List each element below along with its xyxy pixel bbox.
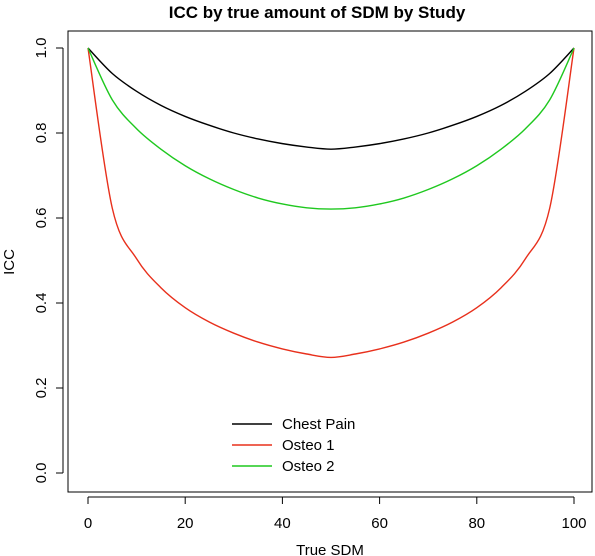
series-layer — [87, 47, 575, 359]
x-tick-label: 80 — [468, 515, 485, 532]
x-axis: 0 20 40 60 80 100 — [84, 496, 587, 532]
x-tick-label: 0 — [84, 515, 92, 532]
series-line-1 — [87, 47, 575, 359]
series-line-2 — [87, 47, 575, 210]
y-tick-label: 0.6 — [33, 208, 50, 229]
legend: Chest Pain Osteo 1 Osteo 2 — [232, 416, 355, 475]
y-tick-label: 0.0 — [33, 463, 50, 484]
x-axis-label: True SDM — [296, 542, 364, 556]
y-tick-label: 0.2 — [33, 378, 50, 399]
chart-title: ICC by true amount of SDM by Study — [169, 3, 466, 22]
legend-label: Osteo 2 — [282, 458, 335, 475]
legend-label: Chest Pain — [282, 416, 355, 433]
y-tick-label: 0.4 — [33, 293, 50, 314]
y-tick-label: 1.0 — [33, 38, 50, 59]
legend-label: Osteo 1 — [282, 437, 335, 454]
y-tick-label: 0.8 — [33, 123, 50, 144]
plot-frame — [67, 30, 593, 493]
x-tick-label: 60 — [371, 515, 388, 532]
series-line-0 — [87, 47, 575, 150]
x-tick-label: 40 — [274, 515, 291, 532]
x-tick-label: 20 — [177, 515, 194, 532]
y-axis: 0.0 0.2 0.4 0.6 0.8 1.0 — [33, 38, 64, 484]
y-axis-label: ICC — [1, 249, 18, 275]
x-tick-label: 100 — [561, 515, 586, 532]
